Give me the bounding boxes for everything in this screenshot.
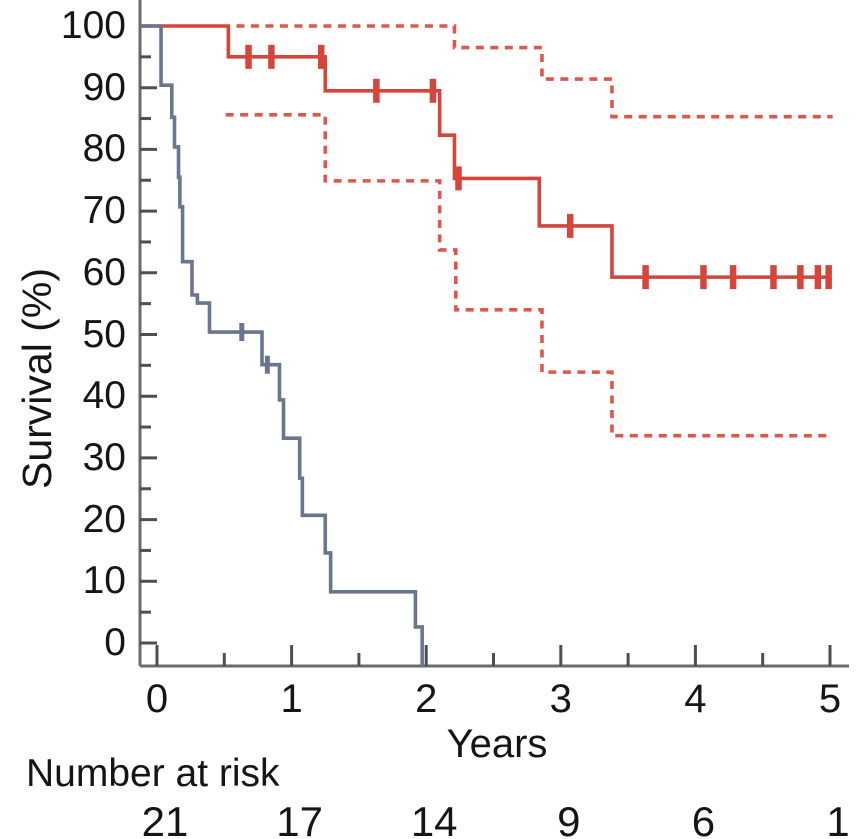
y-tick-label: 10: [82, 559, 126, 603]
risk-count: 9: [557, 798, 581, 839]
x-tick-label: 0: [145, 677, 169, 721]
red-group-ci-upper-curve: [236, 24, 833, 119]
y-tick-label: 70: [82, 189, 126, 233]
y-tick-label: 90: [82, 65, 126, 109]
y-tick-label: 60: [82, 250, 126, 294]
blue-group-survival-curve: [140, 24, 424, 666]
y-tick-label: 80: [82, 127, 126, 171]
y-tick-label: 0: [104, 621, 126, 664]
y-tick-label: 20: [82, 497, 126, 541]
red-group-ci-lower-curve: [225, 113, 828, 438]
risk-count: 17: [276, 798, 323, 839]
y-tick-label: 30: [82, 435, 126, 479]
risk-count: 1: [826, 798, 850, 839]
x-tick-label: 2: [415, 677, 438, 721]
risk-count: 6: [691, 798, 716, 839]
risk-count: 14: [410, 798, 458, 839]
x-axis-label: Years: [446, 722, 548, 766]
y-tick-label: 40: [82, 374, 126, 418]
y-tick-label: 100: [60, 4, 126, 47]
y-tick-label: 50: [82, 312, 126, 356]
x-tick-label: 4: [684, 677, 707, 721]
x-tick-label: 1: [280, 677, 303, 721]
number-at-risk-label: Number at risk: [26, 752, 280, 795]
risk-count: 21: [141, 798, 189, 839]
x-tick-label: 3: [549, 677, 572, 721]
red-group-survival-curve: [140, 24, 830, 279]
x-tick-label: 5: [818, 677, 842, 721]
